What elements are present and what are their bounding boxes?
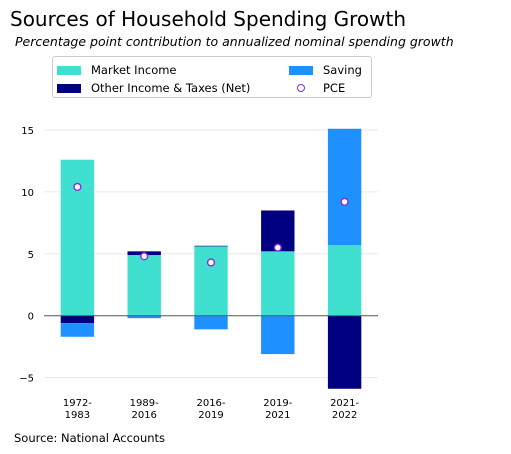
y-tick-label: 0	[28, 312, 34, 323]
legend-marker-pce	[289, 84, 313, 93]
y-tick-label: 10	[21, 188, 34, 199]
legend-item-pce: PCE	[289, 81, 345, 95]
legend-item-market-income: Market Income	[57, 63, 177, 77]
x-tick-label: 2021-2022	[330, 398, 359, 421]
bar-segment	[127, 255, 161, 316]
y-tick-label: −5	[19, 374, 34, 385]
legend-swatch-market-income	[57, 65, 81, 75]
legend-item-other-income: Other Income & Taxes (Net)	[57, 81, 250, 95]
x-tick-label-line: 1983	[65, 410, 90, 421]
legend-label-pce: PCE	[323, 81, 346, 95]
y-tick-label: 5	[28, 250, 34, 261]
x-tick-label: 1989-2016	[130, 398, 159, 421]
bar-segment	[127, 315, 161, 319]
pce-marker	[73, 182, 82, 192]
legend-label-other-income: Other Income & Taxes (Net)	[91, 81, 251, 95]
chart-subtitle: Percentage point contribution to annuali…	[15, 34, 454, 49]
legend-label-market-income: Market Income	[91, 63, 177, 77]
bar-segment	[327, 245, 362, 316]
bar-segment	[194, 315, 228, 330]
pce-marker	[273, 243, 282, 252]
x-tick-label-line: 1972-	[63, 398, 92, 409]
bar-segment	[327, 315, 362, 389]
legend-item-saving: Saving	[289, 63, 362, 77]
x-tick-label-line: 2016	[131, 410, 156, 421]
y-tick-label: 15	[21, 126, 34, 137]
legend-swatch-other-income	[57, 83, 81, 93]
bar-segment	[261, 251, 295, 316]
bar-segment	[194, 246, 228, 316]
x-tick-label-line: 2021-	[330, 398, 359, 409]
chart-title: Sources of Household Spending Growth	[10, 7, 407, 31]
pce-marker	[206, 258, 216, 267]
x-tick-label: 2016-2019	[196, 398, 225, 421]
x-tick-label-line: 1989-	[130, 398, 159, 409]
x-tick-label-line: 2021	[265, 410, 290, 421]
pce-marker	[340, 197, 349, 206]
x-tick-label: 1972-1983	[63, 398, 92, 421]
bar-segment	[60, 323, 95, 337]
bar-segment	[60, 315, 95, 324]
x-tick-label-line: 2022	[332, 410, 357, 421]
bar-segment	[261, 315, 295, 355]
legend: Market Income Other Income & Taxes (Net)…	[52, 56, 372, 98]
bar-segment	[327, 128, 362, 246]
source-note: Source: National Accounts	[14, 431, 166, 445]
x-tick-label-line: 2016-	[196, 398, 225, 409]
x-tick-label-line: 2019	[198, 410, 223, 421]
bar-segment	[194, 245, 228, 247]
pce-marker	[140, 252, 149, 261]
legend-label-saving: Saving	[323, 63, 362, 77]
legend-swatch-saving	[289, 65, 313, 75]
x-tick-label: 2019-2021	[263, 398, 292, 421]
x-tick-label-line: 2019-	[263, 398, 292, 409]
